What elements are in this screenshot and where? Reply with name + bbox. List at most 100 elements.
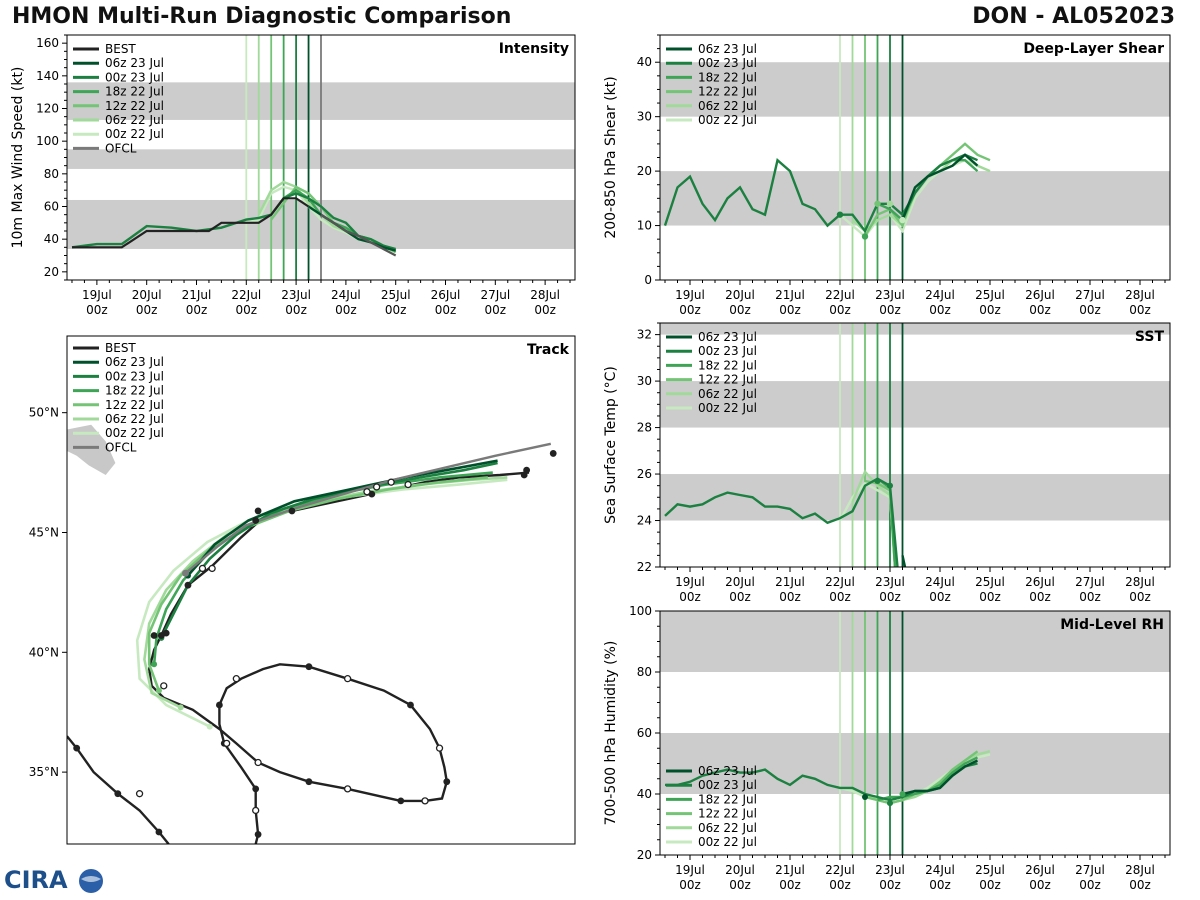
rh-xtick-label-7: 26Jul <box>1025 863 1055 877</box>
track-legend-label-2: 00z 23 Jul <box>105 369 164 383</box>
intensity-xtick-label-2: 21Jul <box>182 288 212 302</box>
sst-series-1 <box>664 477 899 567</box>
track-lat-label-1: 40°N <box>29 645 59 659</box>
shear-xtick-label-6: 25Jul <box>975 288 1005 302</box>
intensity-xtick-sub-9: 00z <box>534 303 556 317</box>
intensity-xtick-label-7: 26Jul <box>431 288 461 302</box>
track-best-open-point-12 <box>363 488 371 496</box>
intensity-best-line <box>72 197 310 249</box>
track-best-point-7 <box>305 663 313 671</box>
track-plot-area <box>67 424 557 844</box>
intensity-xtick-label-0: 19Jul <box>82 288 112 302</box>
rh-legend-label-3: 12z 22 Jul <box>698 807 757 821</box>
intensity-panel: 2040608010012014016019Jul00z20Jul00z21Ju… <box>10 34 576 317</box>
track-best-open-point-4 <box>343 785 352 793</box>
shear-legend-label-5: 00z 22 Jul <box>698 113 757 127</box>
track-best-open-point-0 <box>232 675 240 683</box>
shear-xtick-label-0: 19Jul <box>675 288 705 302</box>
intensity-xtick-sub-2: 00z <box>186 303 208 317</box>
intensity-ytick-label-3: 80 <box>44 167 59 181</box>
sst-xtick-label-3: 22Jul <box>825 575 855 589</box>
track-best-line-0 <box>67 735 170 844</box>
shear-xtick-sub-8: 00z <box>1079 303 1101 317</box>
track-best-point-8 <box>407 701 414 709</box>
track-best-open-point-14 <box>387 478 395 486</box>
intensity-xtick-label-5: 24Jul <box>331 288 361 302</box>
rh-xtick-sub-1: 00z <box>729 878 751 892</box>
shear-init-marker-3 <box>886 200 894 207</box>
shear-ytick-label-3: 30 <box>637 110 652 124</box>
rh-xtick-label-8: 27Jul <box>1075 863 1105 877</box>
rh-xtick-label-4: 23Jul <box>875 863 905 877</box>
shear-xtick-sub-4: 00z <box>879 303 901 317</box>
track-best-point-16 <box>252 517 260 524</box>
shear-xtick-label-9: 28Jul <box>1125 288 1155 302</box>
sst-ytick-label-2: 26 <box>637 467 652 481</box>
rh-xtick-label-6: 25Jul <box>975 863 1005 877</box>
track-best-line-1 <box>147 471 530 844</box>
rh-xtick-sub-8: 00z <box>1079 878 1101 892</box>
sst-xtick-label-4: 23Jul <box>875 575 905 589</box>
rh-xtick-label-1: 20Jul <box>725 863 755 877</box>
shear-xtick-sub-5: 00z <box>929 303 951 317</box>
track-legend-label-3: 18z 22 Jul <box>105 384 164 398</box>
track-run-5 <box>135 478 508 728</box>
intensity-xtick-label-3: 22Jul <box>231 288 261 302</box>
intensity-xtick-sub-1: 00z <box>136 303 158 317</box>
track-best-point-18 <box>288 507 296 515</box>
track-frame <box>66 335 576 845</box>
track-best-point-10 <box>397 797 405 805</box>
sst-legend-label-0: 06z 23 Jul <box>698 330 757 344</box>
shear-legend-label-4: 06z 22 Jul <box>698 99 757 113</box>
track-best-point-4 <box>252 785 260 793</box>
shear-xtick-label-5: 24Jul <box>925 288 955 302</box>
sst-xtick-sub-1: 00z <box>729 590 751 604</box>
intensity-legend-label-7: OFCL <box>105 141 137 155</box>
track-run-start-4 <box>177 704 184 711</box>
track-land-mass <box>67 424 116 475</box>
shear-xtick-label-2: 21Jul <box>775 288 805 302</box>
intensity-xtick-sub-7: 00z <box>435 303 457 317</box>
track-legend-label-5: 06z 22 Jul <box>105 412 164 426</box>
rh-xtick-sub-5: 00z <box>929 878 951 892</box>
shear-panel: 01020304019Jul00z20Jul00z21Jul00z22Jul00… <box>603 34 1171 317</box>
rh-xtick-label-9: 28Jul <box>1125 863 1155 877</box>
globe-icon <box>78 869 103 893</box>
sst-init-marker-0 <box>874 478 881 485</box>
sst-ytick-label-3: 28 <box>637 421 652 435</box>
shear-init-marker-4 <box>899 216 906 224</box>
intensity-ytick-label-0: 20 <box>44 265 59 279</box>
intensity-xtick-sub-5: 00z <box>335 303 357 317</box>
sst-xtick-sub-6: 00z <box>979 590 1001 604</box>
intensity-xtick-label-8: 27Jul <box>480 288 510 302</box>
rh-ytick-label-3: 80 <box>637 665 652 679</box>
sst-ylabel: Sea Surface Temp (°C) <box>603 366 619 524</box>
rh-band-0 <box>660 733 1170 794</box>
track-best-open-point-9 <box>160 682 168 690</box>
track-best-open-point-13 <box>372 483 381 491</box>
sst-band-2 <box>660 323 1170 335</box>
intensity-legend-label-5: 06z 22 Jul <box>105 113 164 127</box>
shear-init-marker-0 <box>836 211 844 218</box>
shear-xtick-label-3: 22Jul <box>825 288 855 302</box>
track-best-open-point-3 <box>421 797 429 805</box>
track-best-point-1 <box>114 790 122 798</box>
intensity-legend-label-2: 00z 23 Jul <box>105 70 164 84</box>
track-run-start-3 <box>155 687 162 694</box>
sst-ytick-label-1: 24 <box>637 514 652 528</box>
sst-xtick-sub-8: 00z <box>1079 590 1101 604</box>
rh-ylabel: 700-500 hPa Humidity (%) <box>603 641 619 826</box>
track-lat-label-0: 35°N <box>29 765 59 779</box>
rh-init-marker-0 <box>862 794 868 801</box>
track-lat-label-3: 50°N <box>29 406 59 420</box>
track-legend-label-4: 12z 22 Jul <box>105 398 164 412</box>
sst-xtick-sub-3: 00z <box>829 590 851 604</box>
rh-xtick-sub-0: 00z <box>679 878 701 892</box>
rh-xtick-label-3: 22Jul <box>825 863 855 877</box>
sst-ytick-label-5: 32 <box>637 328 652 342</box>
track-run-0 <box>187 459 498 577</box>
page-title: HMON Multi-Run Diagnostic Comparison <box>12 4 512 29</box>
rh-xtick-label-2: 21Jul <box>775 863 805 877</box>
intensity-xtick-label-1: 20Jul <box>132 288 162 302</box>
